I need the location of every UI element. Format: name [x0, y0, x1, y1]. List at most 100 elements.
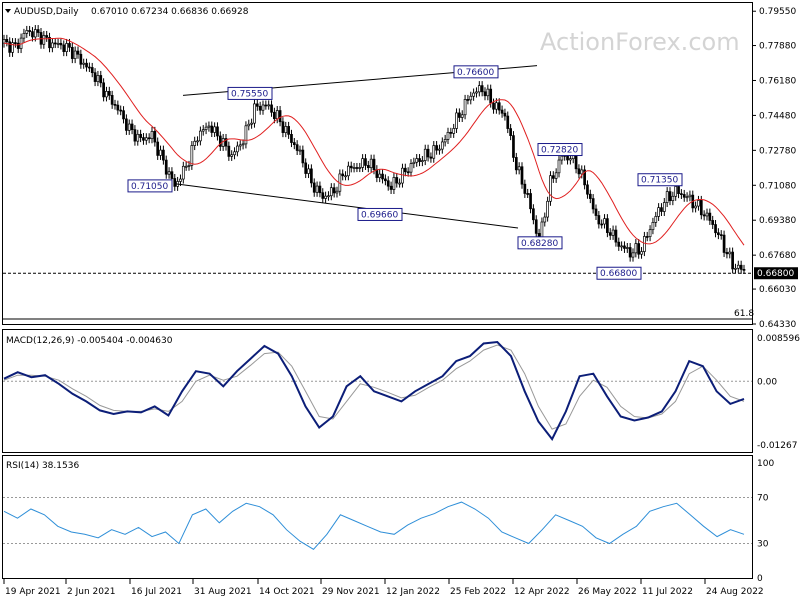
candle-body — [68, 43, 71, 48]
candle-body — [458, 112, 461, 118]
candle-body — [546, 200, 549, 218]
price-tick-label: 0.64330 — [759, 320, 796, 330]
candle-body — [210, 125, 214, 133]
candle-body — [497, 102, 501, 111]
candle-body — [668, 191, 672, 202]
candle-body — [136, 133, 140, 142]
rsi-tick-label: 100 — [757, 459, 774, 469]
candle-body — [517, 166, 521, 171]
current-level-label: 0.66800 — [757, 269, 794, 279]
candle-body — [36, 29, 40, 33]
candle-body — [329, 187, 333, 197]
candle-body — [477, 85, 481, 93]
candle-body — [273, 111, 276, 120]
candle-body — [483, 91, 487, 97]
candle-body — [591, 198, 595, 210]
price-tick-label: 0.66030 — [759, 285, 796, 295]
candle-body — [637, 243, 641, 255]
candle-body — [480, 85, 484, 93]
candle-body — [711, 220, 715, 225]
candle-body — [51, 42, 54, 49]
candle-body — [728, 251, 732, 255]
candle-body — [466, 99, 470, 101]
candle-body — [435, 145, 438, 151]
candle-body — [255, 103, 259, 107]
candle-body — [662, 202, 666, 212]
candle-body — [85, 62, 88, 68]
time-tick-label: 14 Oct 2021 — [259, 587, 315, 597]
candle-body — [190, 145, 194, 166]
candle-body — [386, 180, 390, 187]
candle-body — [654, 216, 658, 223]
candle-body — [270, 104, 273, 113]
candle-body — [469, 95, 473, 101]
candle-body — [426, 148, 430, 158]
candle-body — [588, 193, 592, 199]
candle-body — [167, 171, 171, 175]
candle-body — [512, 135, 515, 158]
price-tick-label: 0.77880 — [759, 42, 796, 52]
candle-body — [82, 62, 86, 65]
candle-body — [315, 185, 319, 193]
candle-body — [5, 39, 9, 43]
rsi-tick-label: 0 — [757, 574, 763, 584]
candle-body — [247, 123, 251, 127]
annotation-label: 0.71050 — [131, 182, 168, 192]
candle-body — [526, 193, 530, 195]
candle-body — [8, 41, 12, 53]
time-tick-label: 16 Jul 2021 — [131, 587, 182, 597]
candle-body — [694, 205, 697, 209]
candle-body — [230, 154, 234, 157]
candle-body — [486, 88, 490, 97]
rsi-axis: 100 70 30 0 — [757, 459, 774, 584]
candle-body — [549, 175, 552, 202]
annotation-box — [227, 86, 273, 100]
candle-body — [70, 46, 74, 59]
candle-body — [369, 158, 373, 169]
candle-body — [384, 178, 387, 182]
candle-body — [150, 131, 154, 140]
annotation-box — [596, 266, 642, 280]
candle-body — [597, 215, 601, 225]
candle-body — [645, 236, 649, 238]
time-tick-label: 11 Jul 2022 — [642, 587, 693, 597]
candle-body — [381, 173, 384, 180]
candle-body — [164, 159, 168, 175]
candle-body — [144, 137, 148, 141]
candle-body — [543, 216, 547, 223]
candle-body — [455, 112, 458, 129]
candle-body — [460, 114, 464, 118]
candle-body — [608, 232, 612, 236]
candle-body — [170, 171, 174, 179]
candle-body — [671, 195, 675, 202]
candle-body — [99, 75, 103, 84]
candle-body — [736, 264, 740, 269]
candle-body — [577, 168, 581, 175]
candle-body — [648, 229, 652, 238]
candle-body — [463, 99, 467, 116]
price-tick-label: 0.69380 — [759, 216, 796, 226]
candle-body — [412, 161, 416, 165]
candle-body — [722, 234, 726, 253]
candle-body — [261, 104, 265, 111]
candle-body — [600, 223, 604, 226]
time-tick-label: 19 Apr 2021 — [5, 587, 61, 597]
time-axis: 19 Apr 2021 2 Jun 2021 16 Jul 2021 31 Aug 2… — [3, 579, 764, 597]
candle-body — [532, 208, 535, 221]
annotation-label: 0.66800 — [600, 269, 637, 279]
candle-body — [207, 125, 211, 128]
candle-body — [110, 95, 114, 105]
candle-body — [14, 42, 17, 44]
collapse-triangle-icon[interactable] — [5, 9, 11, 13]
candle-body — [321, 192, 325, 199]
candle-body — [295, 144, 299, 151]
candle-body — [674, 186, 678, 197]
candle-body — [107, 90, 111, 96]
candle-body — [475, 91, 478, 94]
candle-body — [557, 159, 561, 174]
candle-body — [366, 165, 370, 169]
candle-body — [449, 131, 453, 134]
candle-body — [514, 157, 518, 171]
candle-body — [415, 158, 419, 163]
